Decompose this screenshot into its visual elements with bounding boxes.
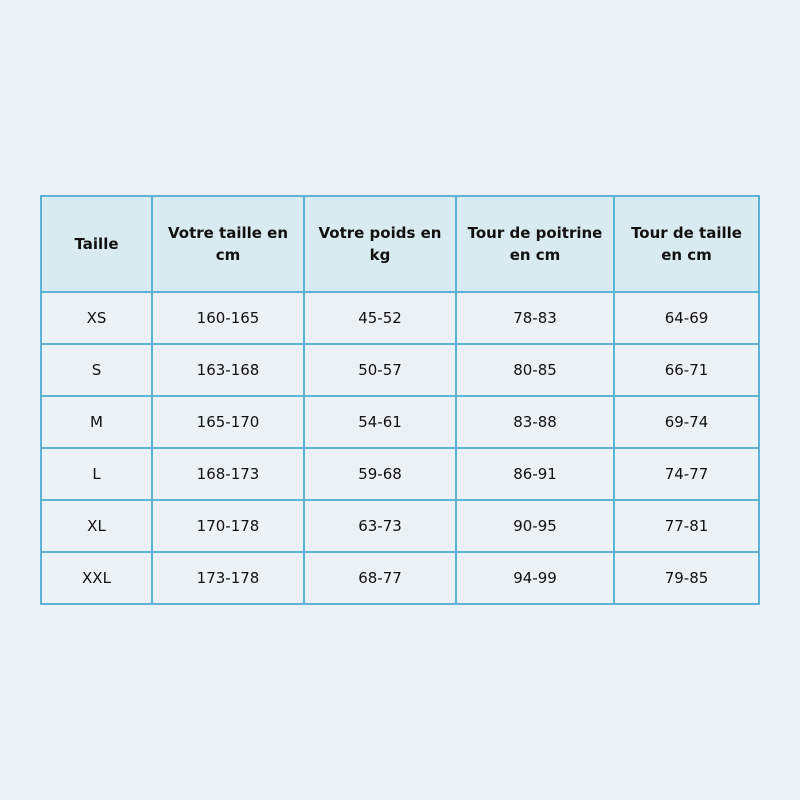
table-cell: 74-77 <box>613 447 760 501</box>
size-chart-table: Taille Votre taille en cm Votre poids en… <box>40 195 760 605</box>
header-row: Taille Votre taille en cm Votre poids en… <box>40 195 760 293</box>
table-cell: 54-61 <box>303 395 457 449</box>
table-cell: 59-68 <box>303 447 457 501</box>
table-cell: 45-52 <box>303 291 457 345</box>
table-cell: 64-69 <box>613 291 760 345</box>
table-cell: 168-173 <box>151 447 305 501</box>
table-cell: 165-170 <box>151 395 305 449</box>
table-cell: 90-95 <box>455 499 615 553</box>
table-cell: 173-178 <box>151 551 305 605</box>
table-row: XS 160-165 45-52 78-83 64-69 <box>40 291 760 345</box>
header-cell: Tour de taille en cm <box>613 195 760 293</box>
table-cell: 83-88 <box>455 395 615 449</box>
table-cell: 170-178 <box>151 499 305 553</box>
table-cell: XS <box>40 291 153 345</box>
table-cell: XL <box>40 499 153 553</box>
table-cell: 163-168 <box>151 343 305 397</box>
table-cell: 69-74 <box>613 395 760 449</box>
table-cell: XXL <box>40 551 153 605</box>
table-cell: 79-85 <box>613 551 760 605</box>
table-row: M 165-170 54-61 83-88 69-74 <box>40 395 760 449</box>
table-cell: 50-57 <box>303 343 457 397</box>
header-cell: Taille <box>40 195 153 293</box>
table-cell: S <box>40 343 153 397</box>
table-cell: 66-71 <box>613 343 760 397</box>
table-cell: 78-83 <box>455 291 615 345</box>
header-cell: Tour de poitrine en cm <box>455 195 615 293</box>
table-cell: M <box>40 395 153 449</box>
table-cell: 86-91 <box>455 447 615 501</box>
table-row: XXL 173-178 68-77 94-99 79-85 <box>40 551 760 605</box>
table-row: L 168-173 59-68 86-91 74-77 <box>40 447 760 501</box>
table-row: S 163-168 50-57 80-85 66-71 <box>40 343 760 397</box>
table-cell: L <box>40 447 153 501</box>
table-cell: 160-165 <box>151 291 305 345</box>
table-cell: 63-73 <box>303 499 457 553</box>
table-cell: 77-81 <box>613 499 760 553</box>
table-row: XL 170-178 63-73 90-95 77-81 <box>40 499 760 553</box>
table-cell: 68-77 <box>303 551 457 605</box>
table-cell: 80-85 <box>455 343 615 397</box>
table-cell: 94-99 <box>455 551 615 605</box>
header-cell: Votre poids en kg <box>303 195 457 293</box>
header-cell: Votre taille en cm <box>151 195 305 293</box>
